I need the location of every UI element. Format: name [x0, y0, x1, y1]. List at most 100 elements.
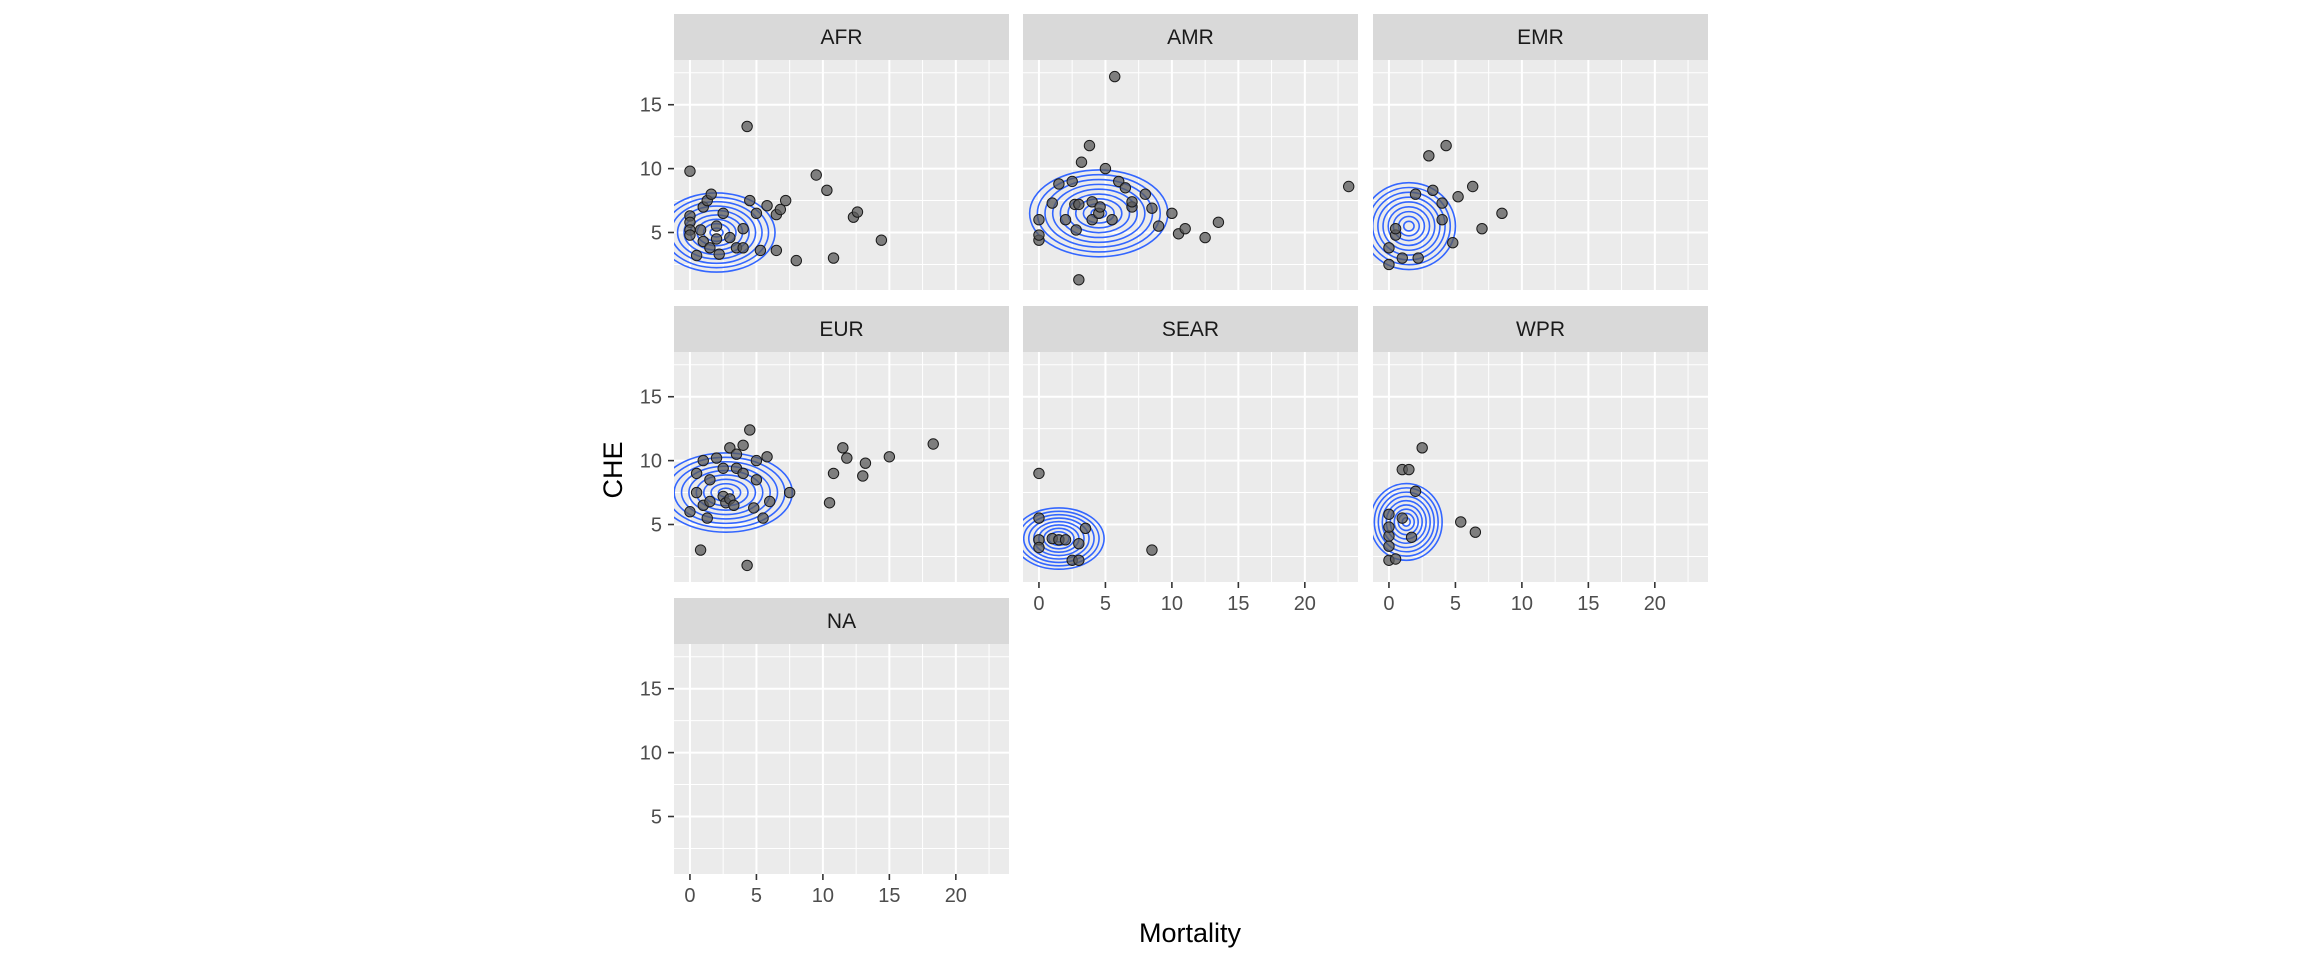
facet-label: AMR — [1167, 26, 1214, 49]
data-point — [737, 222, 749, 235]
data-point — [748, 502, 760, 514]
data-point — [790, 254, 803, 267]
data-points — [684, 424, 939, 572]
y-tick-label: 15 — [640, 679, 662, 701]
data-point — [761, 199, 773, 212]
data-point — [1083, 139, 1096, 152]
data-point — [1383, 508, 1395, 520]
panel-background — [1373, 60, 1708, 290]
facet-panel-emr: EMR — [1373, 14, 1708, 290]
facet-label: EMR — [1517, 26, 1564, 49]
y-tick-label: 5 — [651, 223, 662, 245]
data-point — [1389, 222, 1402, 235]
data-point — [1496, 207, 1508, 220]
data-point — [1119, 182, 1132, 194]
x-tick-label: 0 — [1383, 593, 1394, 615]
data-point — [827, 252, 840, 264]
density-contour — [1067, 193, 1131, 234]
data-point — [1073, 554, 1085, 566]
density-contour — [1377, 196, 1441, 256]
data-point — [1146, 544, 1158, 556]
data-point — [1212, 216, 1225, 228]
density-contours — [1373, 181, 1457, 271]
x-tick-label: 10 — [1161, 593, 1183, 615]
data-point — [750, 454, 763, 467]
data-point — [1416, 442, 1428, 454]
data-point — [744, 194, 756, 207]
density-contour — [1393, 508, 1419, 536]
x-tick-label: 0 — [1033, 593, 1044, 615]
facet-strip — [1023, 306, 1358, 352]
data-point — [1033, 512, 1045, 524]
y-tick-label: 10 — [640, 159, 662, 181]
facet-panel-afr: AFR 5 10 15 — [640, 14, 1009, 290]
data-point — [1046, 197, 1058, 209]
data-points — [1033, 70, 1355, 286]
data-point — [1409, 188, 1422, 200]
x-tick-label: 0 — [684, 885, 695, 907]
y-tick-label: 15 — [640, 95, 662, 117]
data-point — [1383, 540, 1395, 552]
data-point — [1403, 463, 1415, 476]
data-point — [704, 242, 716, 254]
density-contour — [1036, 173, 1162, 253]
data-point — [757, 512, 769, 524]
data-point — [1405, 531, 1418, 543]
data-point — [1409, 485, 1422, 497]
data-point — [737, 439, 749, 451]
data-point — [821, 184, 833, 197]
data-point — [710, 452, 723, 464]
data-point — [1389, 553, 1402, 565]
data-point — [1109, 70, 1121, 83]
panel-background — [674, 644, 1009, 874]
y-tick-label: 5 — [651, 807, 662, 829]
grid-lines — [674, 60, 1009, 290]
data-point — [1447, 237, 1459, 249]
data-point — [1086, 196, 1098, 208]
facet-strip — [1023, 14, 1358, 60]
density-contour — [1382, 201, 1436, 252]
data-point — [741, 559, 753, 572]
facet-panel-wpr: WPR 0 5 10 15 20 — [1373, 306, 1708, 615]
data-point — [1412, 252, 1424, 264]
data-point — [1427, 184, 1439, 197]
data-point — [750, 474, 763, 486]
density-contour — [674, 196, 770, 269]
data-point — [1166, 207, 1178, 220]
data-point — [823, 497, 836, 509]
x-tick-label: 5 — [1450, 593, 1461, 615]
data-point — [1469, 526, 1482, 538]
density-contour — [1373, 191, 1446, 261]
data-point — [857, 470, 869, 482]
data-point — [710, 233, 723, 245]
panel-background — [1373, 352, 1708, 582]
data-point — [704, 495, 716, 508]
data-point — [713, 248, 725, 260]
data-point — [827, 467, 840, 480]
data-point — [1452, 191, 1464, 203]
panel-background — [674, 60, 1009, 290]
density-contour — [1373, 482, 1443, 562]
x-tick-label: 5 — [751, 885, 762, 907]
data-point — [1073, 198, 1085, 211]
data-point — [841, 452, 853, 464]
data-point — [704, 474, 716, 486]
x-tick-label: 20 — [945, 885, 967, 907]
density-contour — [1373, 487, 1439, 557]
data-point — [1126, 196, 1138, 208]
data-points — [1033, 467, 1158, 566]
data-point — [1383, 258, 1395, 271]
grid-lines — [674, 644, 1009, 874]
grid-lines — [1023, 352, 1358, 582]
data-points — [1383, 139, 1508, 271]
data-point — [1073, 537, 1085, 550]
y-axis-title: CHE — [598, 441, 628, 498]
data-point — [1053, 178, 1065, 190]
y-tick-label: 10 — [640, 451, 662, 473]
data-point — [1059, 534, 1072, 546]
data-point — [1033, 467, 1045, 480]
panel-background — [1023, 60, 1358, 290]
data-point — [875, 234, 888, 246]
